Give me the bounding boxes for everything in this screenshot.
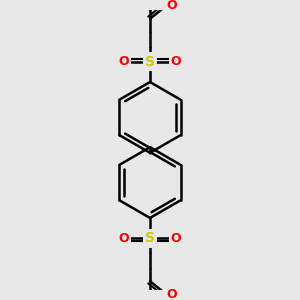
Text: O: O <box>118 232 129 245</box>
Text: S: S <box>145 231 155 245</box>
Text: O: O <box>166 0 177 12</box>
Text: O: O <box>171 55 182 68</box>
Text: S: S <box>145 55 155 69</box>
Text: O: O <box>118 55 129 68</box>
Text: O: O <box>171 232 182 245</box>
Text: O: O <box>166 288 177 300</box>
